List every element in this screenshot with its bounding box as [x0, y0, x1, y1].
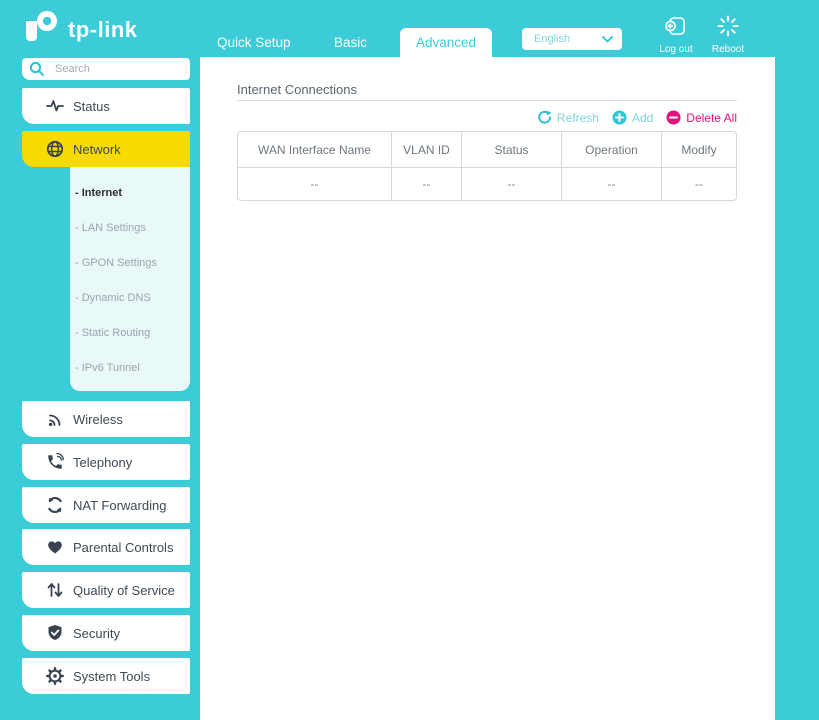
delete-icon — [666, 110, 681, 125]
search-input[interactable] — [53, 62, 177, 76]
col-wan-interface-name: WAN Interface Name — [237, 131, 392, 168]
main-content-panel: Internet Connections Refresh Add — [200, 57, 775, 720]
sidebar-item-label: NAT Forwarding — [73, 497, 167, 513]
sidebar-item-nat-forwarding[interactable]: NAT Forwarding — [22, 487, 190, 523]
sidebar-item-system-tools[interactable]: System Tools — [22, 658, 190, 694]
sidebar-item-label: Status — [73, 98, 110, 114]
sidebar-item-label: System Tools — [73, 668, 151, 684]
sidebar-item-label: Network — [73, 141, 121, 157]
tplink-logo-icon — [20, 9, 62, 50]
delete-all-button[interactable]: Delete All — [666, 110, 737, 125]
globe-icon — [46, 140, 64, 158]
gear-icon — [46, 667, 64, 685]
table-header-row: WAN Interface Name VLAN ID Status Operat… — [237, 131, 737, 168]
language-select[interactable]: English — [522, 28, 622, 50]
sidebar-item-status[interactable]: Status — [22, 88, 190, 124]
title-divider — [237, 100, 737, 101]
sidebar-item-security[interactable]: Security — [22, 615, 190, 651]
add-label: Add — [631, 110, 654, 125]
cell-operation: -- — [562, 168, 662, 201]
tab-advanced[interactable]: Advanced — [400, 28, 492, 57]
refresh-label: Refresh — [556, 110, 599, 125]
sidebar-item-wireless[interactable]: Wireless — [22, 401, 190, 437]
reboot-button[interactable]: Reboot — [703, 15, 753, 55]
pulse-icon — [46, 97, 64, 115]
table-row: -- -- -- -- -- — [237, 168, 737, 201]
sidebar-item-label: Parental Controls — [73, 539, 174, 555]
updown-arrows-icon — [46, 581, 64, 599]
cell-wan-interface-name: -- — [237, 168, 392, 201]
sidebar-item-label: Security — [73, 625, 120, 641]
reboot-icon — [717, 15, 739, 37]
sidebar-item-parental-controls[interactable]: Parental Controls — [22, 529, 190, 565]
cell-vlan-id: -- — [392, 168, 462, 201]
col-operation: Operation — [562, 131, 662, 168]
table-toolbar: Refresh Add Delete All — [237, 110, 737, 125]
cell-modify: -- — [662, 168, 737, 201]
col-status: Status — [462, 131, 562, 168]
submenu-item-static-routing[interactable]: - Static Routing — [75, 327, 151, 339]
sidebar-search — [22, 58, 190, 80]
wifi-icon — [46, 410, 64, 428]
submenu-item-ipv6-tunnel[interactable]: - IPv6 Tunnel — [75, 362, 140, 374]
top-header: tp-link Quick Setup Basic Advanced Engli… — [0, 0, 819, 57]
sidebar-item-network[interactable]: Network — [22, 131, 190, 167]
tplink-logo: tp-link — [20, 9, 138, 50]
submenu-item-internet[interactable]: - Internet — [75, 187, 123, 199]
nat-circular-arrows-icon — [46, 496, 64, 514]
delete-all-label: Delete All — [686, 110, 737, 125]
logout-label: Log out — [659, 44, 693, 55]
chevron-down-icon — [602, 35, 613, 42]
reboot-label: Reboot — [711, 44, 745, 55]
sidebar-item-label: Wireless — [73, 411, 123, 427]
add-icon — [612, 110, 627, 125]
shield-icon — [46, 624, 64, 642]
internet-connections-table: WAN Interface Name VLAN ID Status Operat… — [237, 131, 737, 201]
sidebar-item-label: Quality of Service — [73, 582, 175, 598]
language-selected: English — [534, 33, 571, 45]
heart-icon — [46, 538, 64, 556]
logout-button[interactable]: Log out — [651, 15, 701, 55]
tab-quick-setup[interactable]: Quick Setup — [217, 35, 291, 50]
add-button[interactable]: Add — [612, 110, 653, 125]
submenu-item-dynamic-dns[interactable]: - Dynamic DNS — [75, 292, 151, 304]
refresh-icon — [538, 110, 552, 124]
cell-status: -- — [462, 168, 562, 201]
tab-basic[interactable]: Basic — [334, 35, 368, 50]
search-icon — [29, 61, 44, 76]
logout-icon — [665, 17, 685, 35]
submenu-item-gpon-settings[interactable]: - GPON Settings — [75, 257, 157, 269]
sidebar-item-quality-of-service[interactable]: Quality of Service — [22, 572, 190, 608]
logo-text: tp-link — [68, 16, 138, 42]
submenu-item-lan-settings[interactable]: - LAN Settings — [75, 222, 146, 234]
sidebar-item-telephony[interactable]: Telephony — [22, 444, 190, 480]
phone-icon — [46, 453, 64, 471]
col-modify: Modify — [662, 131, 737, 168]
network-submenu: - Internet - LAN Settings - GPON Setting… — [70, 167, 190, 391]
sidebar-item-label: Telephony — [73, 454, 133, 470]
page-title: Internet Connections — [237, 82, 357, 97]
col-vlan-id: VLAN ID — [392, 131, 462, 168]
refresh-button[interactable]: Refresh — [537, 110, 599, 125]
